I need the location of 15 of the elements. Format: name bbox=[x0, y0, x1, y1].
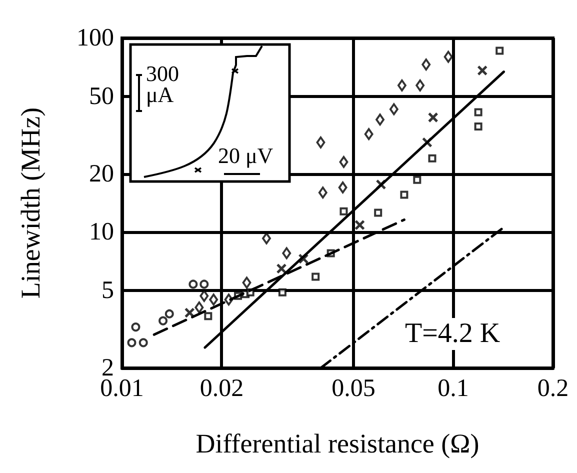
x-tick-label: 0.05 bbox=[332, 375, 376, 402]
annotation: 20 μV bbox=[218, 143, 274, 169]
y-tick-label: 100 bbox=[76, 24, 114, 52]
x-tick-label: 0.2 bbox=[537, 375, 569, 402]
x-tick-label: 0.02 bbox=[200, 375, 244, 402]
x-tick-label: 0.1 bbox=[438, 375, 469, 402]
x-tick-label: 0.01 bbox=[100, 375, 144, 402]
annotation: T=4.2 K bbox=[405, 318, 500, 350]
y-tick-label: 50 bbox=[89, 82, 114, 110]
annotation: 300 μA bbox=[146, 61, 180, 107]
y-tick-label: 5 bbox=[102, 277, 114, 304]
x-axis-title: Differential resistance (Ω) bbox=[196, 428, 480, 458]
y-tick-label: 20 bbox=[89, 160, 114, 188]
y-tick-label: 10 bbox=[89, 218, 114, 246]
y-axis-title: Linewidth (MHz) bbox=[16, 107, 46, 299]
